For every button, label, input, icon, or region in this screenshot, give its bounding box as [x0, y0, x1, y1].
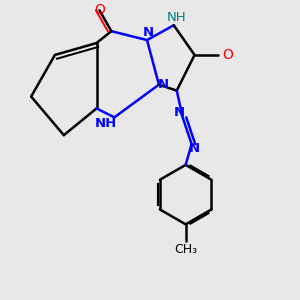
Text: N: N	[143, 26, 154, 39]
Text: O: O	[94, 3, 105, 17]
Text: O: O	[222, 48, 233, 62]
Text: CH₃: CH₃	[174, 243, 197, 256]
Text: N: N	[189, 142, 200, 155]
Text: N: N	[174, 106, 185, 119]
Text: N: N	[158, 78, 169, 91]
Text: NH: NH	[94, 117, 117, 130]
Text: NH: NH	[167, 11, 187, 24]
